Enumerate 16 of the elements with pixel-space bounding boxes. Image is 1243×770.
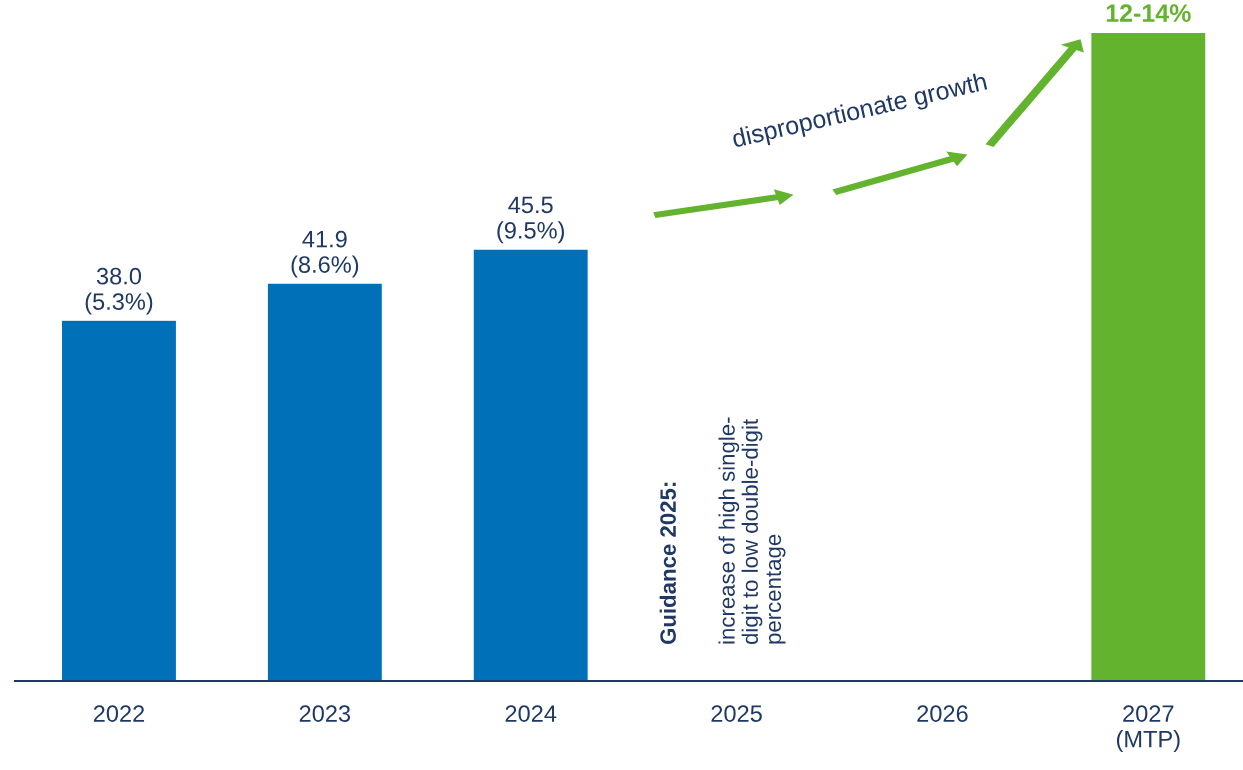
annotation: 12-14%: [1106, 4, 1191, 22]
data-label: 38.0 (5.3%): [85, 267, 153, 315]
x-tick-label: 2025: [711, 705, 762, 722]
x-tick-label: 2023: [299, 705, 351, 722]
x-tick-label: 2022: [93, 705, 145, 722]
bar: [1089, 31, 1207, 681]
x-tick-label: 2024: [505, 705, 557, 722]
x-tick-label: 2026: [917, 705, 968, 722]
annotation: increase of high single- digit to low double-digit percentage: [718, 417, 786, 645]
bar: [266, 282, 384, 681]
bar: [60, 319, 178, 681]
x-tick-label: 2027 (MTP): [1116, 705, 1180, 753]
data-label: 41.9 (8.6%): [291, 230, 359, 278]
bar: [472, 248, 590, 681]
data-label: 45.5 (9.5%): [497, 196, 565, 244]
annotation: Guidance 2025:: [659, 482, 676, 645]
